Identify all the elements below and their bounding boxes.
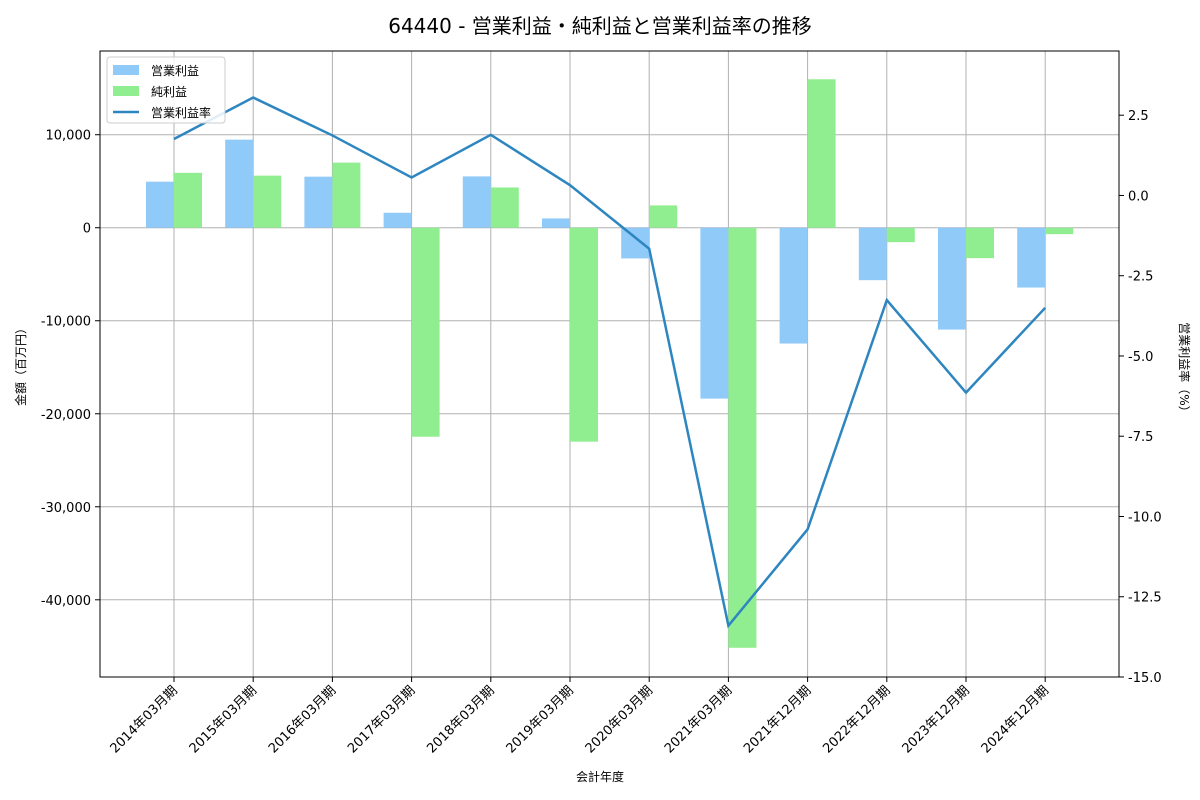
left-tick-label: -40,000 (41, 594, 91, 609)
legend-label-operating-profit: 営業利益 (151, 64, 199, 78)
left-tick-label: 0 (83, 222, 91, 237)
line-series (173, 96, 1047, 629)
left-tick-label: -10,000 (41, 315, 91, 330)
right-tick-label: -10.0 (1128, 510, 1162, 525)
left-y-axis: 10,000 0 -10,000 -20,000 -30,000 -40,000 (41, 129, 100, 609)
legend-swatch-operating-profit (113, 65, 139, 75)
bar-net-profit (807, 79, 836, 228)
legend-swatch-net-profit (113, 86, 139, 96)
bar-operating-profit (858, 227, 887, 281)
bar-operating-profit (304, 176, 333, 228)
right-tick-label: -7.5 (1128, 430, 1153, 445)
bar-net-profit (174, 172, 202, 228)
bar-net-profit (966, 227, 994, 259)
x-tick-label: 2019年03月期 (504, 683, 577, 756)
left-tick-label: 10,000 (46, 129, 92, 144)
bar-operating-profit (146, 181, 174, 228)
x-tick-label: 2024年12月期 (979, 683, 1052, 756)
bar-net-profit (570, 227, 598, 442)
bar-net-profit (253, 175, 282, 228)
right-y-axis: 2.5 0.0 -2.5 -5.0 -7.5 -10.0 -12.5 -15.0 (1119, 109, 1162, 686)
bar-net-profit (649, 205, 678, 228)
x-axis-label: 会計年度 (576, 769, 624, 784)
bar-operating-profit (1017, 227, 1046, 288)
chart-title: 64440 - 営業利益・純利益と営業利益率の推移 (388, 14, 812, 38)
right-tick-label: -5.0 (1128, 350, 1153, 365)
legend-label-operating-margin: 営業利益率 (151, 105, 211, 120)
bar-net-profit (1045, 227, 1074, 235)
x-tick-label: 2018年03月期 (424, 683, 497, 756)
right-tick-label: -15.0 (1128, 671, 1162, 686)
right-tick-label: -12.5 (1128, 591, 1162, 606)
bar-operating-profit (779, 227, 808, 344)
plot-frame (99, 50, 1120, 678)
x-tick-label: 2017年03月期 (345, 683, 418, 756)
bar-net-profit (490, 187, 519, 228)
x-tick-label: 2016年03月期 (266, 683, 339, 756)
bar-operating-profit (462, 176, 491, 228)
bar-operating-profit (383, 212, 412, 228)
line-operating-margin (173, 96, 1047, 629)
bar-series (146, 79, 1074, 648)
x-tick-label: 2021年12月期 (741, 683, 814, 756)
bar-operating-profit (938, 227, 966, 330)
right-tick-label: -2.5 (1128, 270, 1153, 285)
bar-operating-profit (621, 227, 650, 259)
bar-net-profit (728, 227, 757, 648)
bar-net-profit (411, 227, 440, 437)
right-tick-label: 2.5 (1128, 109, 1149, 124)
bar-net-profit (332, 162, 361, 228)
x-tick-label: 2015年03月期 (187, 683, 260, 756)
bar-operating-profit (542, 218, 570, 228)
right-y-axis-label: 営業利益率（%） (1177, 322, 1192, 417)
bar-net-profit (886, 227, 915, 243)
x-axis: 2014年03月期 2015年03月期 2016年03月期 2017年03月期 2018… (108, 677, 1052, 757)
legend-label-net-profit: 純利益 (151, 85, 187, 99)
right-tick-label: 0.0 (1128, 189, 1149, 204)
x-tick-label: 2020年03月期 (583, 683, 656, 756)
x-tick-label: 2022年12月期 (820, 683, 893, 756)
left-tick-label: -20,000 (41, 408, 91, 423)
x-tick-label: 2021年03月期 (662, 683, 735, 756)
left-tick-label: -30,000 (41, 501, 91, 516)
bar-operating-profit (225, 139, 254, 228)
bar-operating-profit (700, 227, 729, 399)
left-y-axis-label: 金額（百万円） (13, 322, 28, 406)
x-tick-label: 2023年12月期 (900, 683, 973, 756)
x-tick-label: 2014年03月期 (108, 683, 181, 756)
